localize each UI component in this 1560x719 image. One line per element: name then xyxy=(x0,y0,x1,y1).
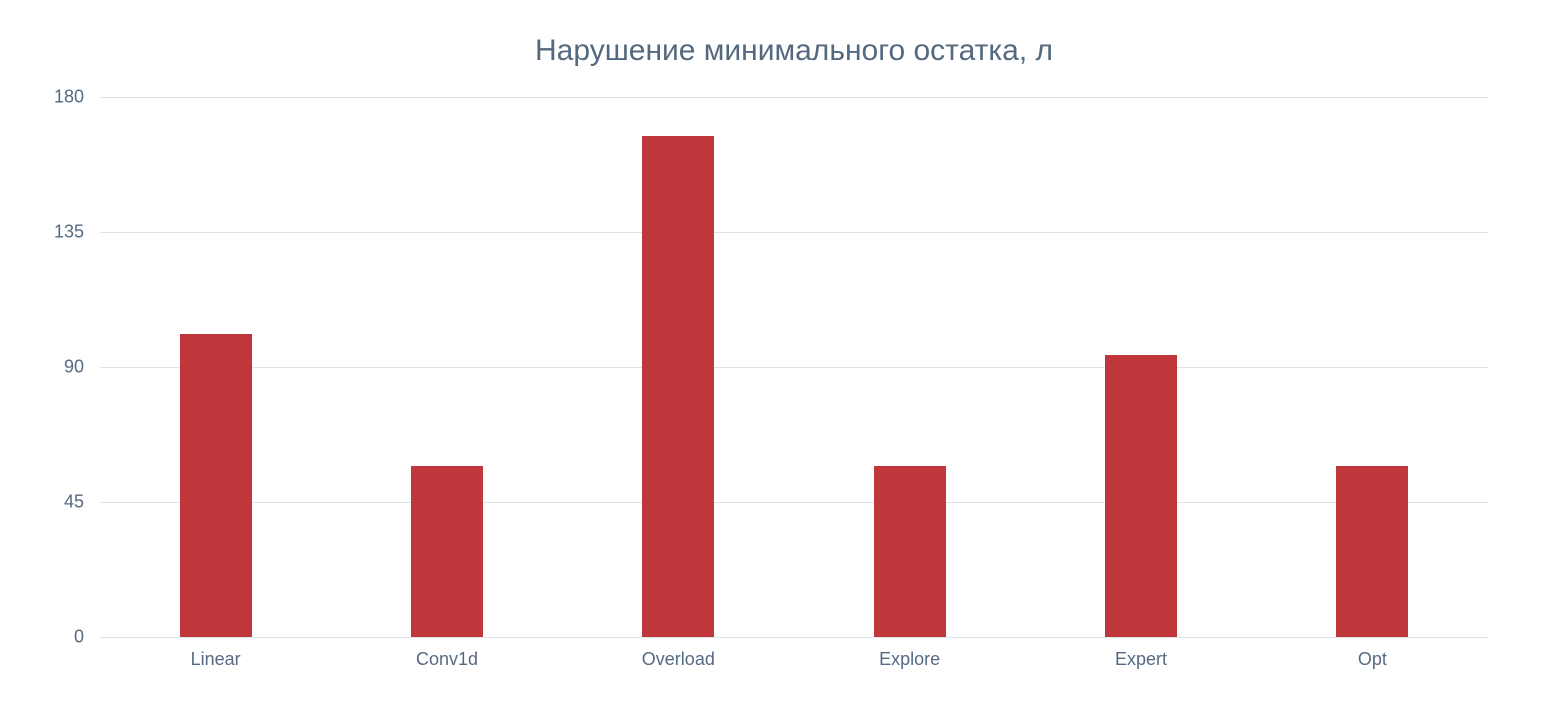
gridline xyxy=(100,367,1488,368)
x-tick-label: Expert xyxy=(1114,649,1168,669)
bar-opt[interactable] xyxy=(1336,466,1409,637)
gridline xyxy=(100,232,1488,233)
gridline xyxy=(100,637,1488,638)
plot-area: 0 45 90 135 180 Linear Conv1d Overload Explore Ex… xyxy=(54,87,1488,669)
gridline xyxy=(100,502,1488,503)
y-tick-label: 90 xyxy=(63,356,84,377)
y-tick-label: 45 xyxy=(63,491,84,512)
y-tick-label: 180 xyxy=(53,86,84,107)
x-tick-label: Conv1d xyxy=(415,649,479,669)
gridline xyxy=(100,97,1488,98)
x-tick-label: Explore xyxy=(879,649,941,669)
x-tick-label: Opt xyxy=(1357,649,1387,669)
bar-linear[interactable] xyxy=(179,334,252,637)
bar-explore[interactable] xyxy=(873,466,946,637)
y-tick-label: 0 xyxy=(73,626,84,647)
bar-overload[interactable] xyxy=(642,136,715,637)
chart-title: Нарушение минимального остатка, л xyxy=(535,34,1053,67)
bar-conv1d[interactable] xyxy=(411,466,483,637)
x-tick-label: Linear xyxy=(190,649,241,669)
bar-expert[interactable] xyxy=(1105,355,1177,637)
y-tick-label: 135 xyxy=(53,221,84,242)
x-tick-label: Overload xyxy=(641,649,715,669)
